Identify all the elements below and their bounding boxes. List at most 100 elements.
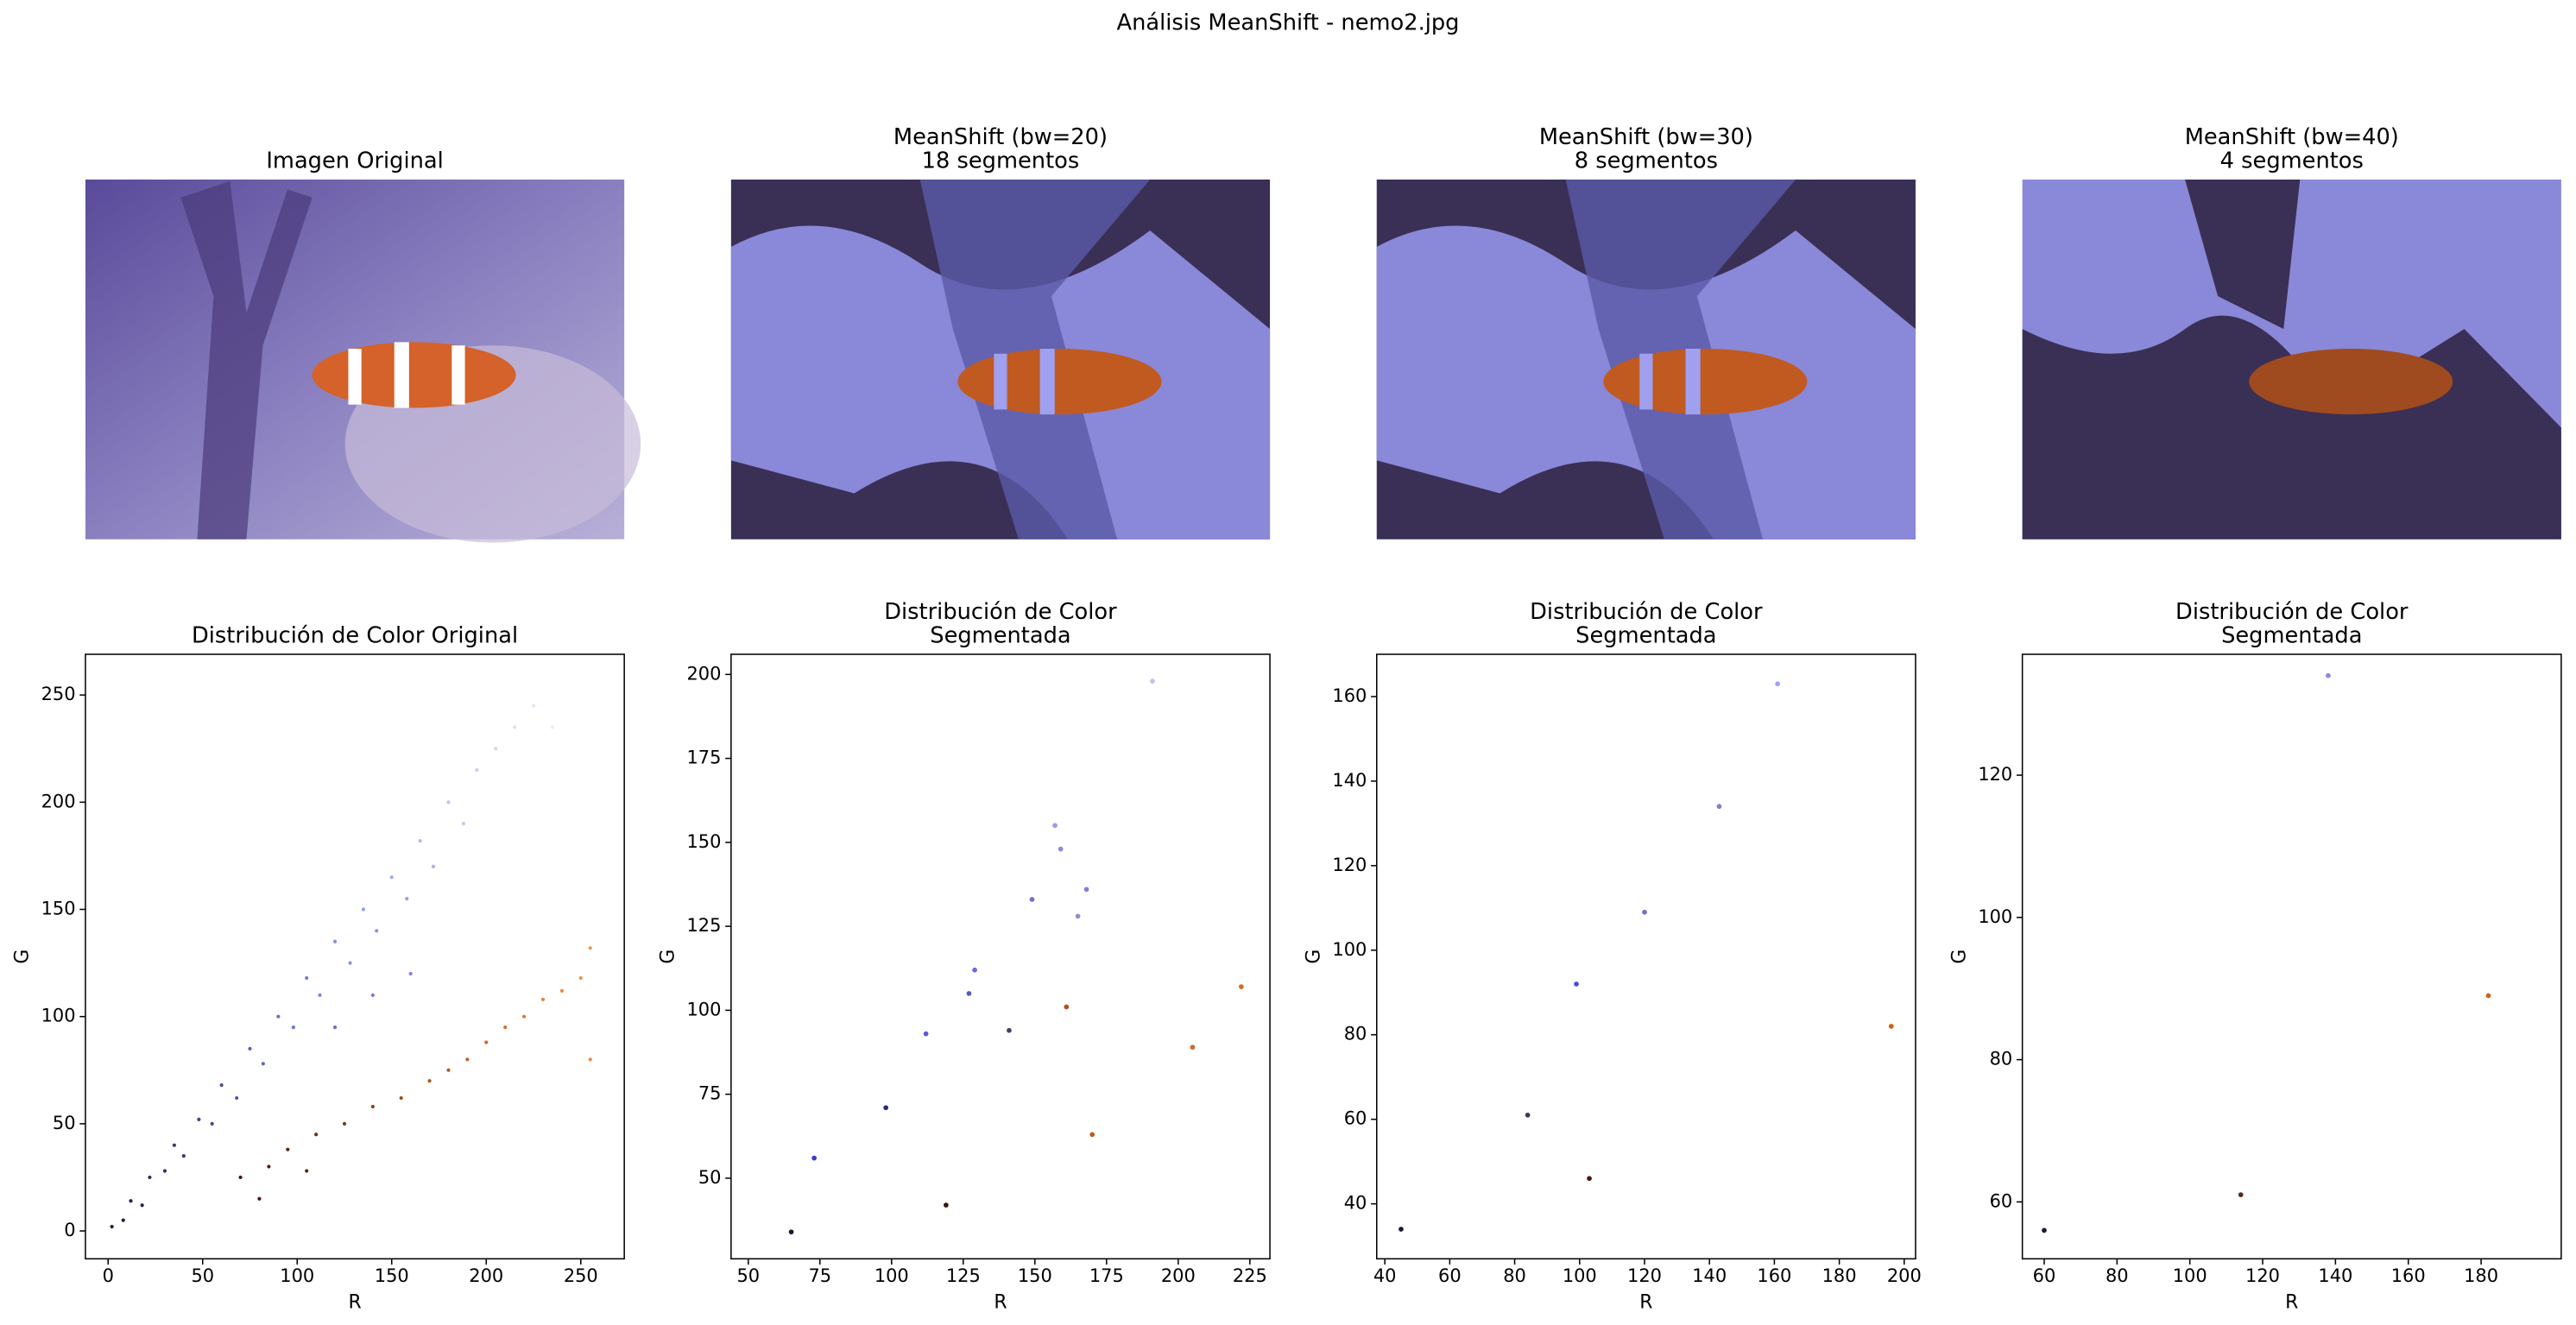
point [210, 1121, 214, 1126]
x-tick-label: 0 [103, 1265, 114, 1286]
point [1642, 909, 1647, 915]
point [140, 1203, 144, 1208]
x-tick-label: 140 [2318, 1265, 2352, 1286]
y-tick-label: 140 [1332, 770, 1367, 791]
y-tick-label: 250 [41, 684, 76, 704]
chart-title: Distribución de Color [884, 599, 1117, 625]
y-tick-label: 150 [41, 899, 76, 919]
point [484, 1040, 489, 1044]
y-tick-label: 50 [698, 1167, 722, 1188]
point [370, 993, 375, 997]
point [389, 875, 394, 880]
point [446, 1068, 451, 1072]
x-tick-label: 100 [874, 1265, 909, 1286]
point [1150, 678, 1155, 684]
point [197, 1117, 201, 1121]
point [944, 1202, 949, 1208]
point [121, 1218, 125, 1222]
x-tick-label: 80 [2106, 1265, 2129, 1286]
point [550, 725, 555, 729]
point [1190, 1044, 1196, 1051]
image-title: Imagen Original [266, 148, 443, 174]
point [261, 1062, 265, 1066]
point [1058, 846, 1064, 852]
point [418, 838, 422, 843]
y-tick-label: 160 [1332, 685, 1367, 706]
y-axis-label: G [12, 950, 34, 964]
point [475, 767, 479, 773]
image-title: 8 segmentos [1575, 148, 1718, 174]
point [1574, 981, 1579, 987]
x-tick-label: 250 [564, 1265, 598, 1286]
point [276, 1014, 281, 1019]
x-axis-label: R [348, 1292, 361, 1314]
axes-frame [1376, 653, 1916, 1260]
point [361, 907, 366, 912]
point [248, 1046, 252, 1051]
point [1083, 886, 1089, 893]
point [257, 1196, 262, 1201]
x-tick-label: 180 [1822, 1265, 1857, 1286]
chart-title: Distribución de Color [1530, 599, 1763, 625]
point [2042, 1227, 2047, 1234]
x-tick-label: 175 [1089, 1265, 1124, 1286]
point [1525, 1112, 1531, 1118]
point [110, 1224, 114, 1229]
point [375, 929, 379, 933]
point [314, 1133, 319, 1137]
x-tick-label: 160 [1757, 1265, 1791, 1286]
x-tick-label: 120 [2245, 1265, 2280, 1286]
point [162, 1169, 167, 1173]
point [1398, 1227, 1404, 1232]
point [399, 1095, 403, 1101]
x-tick-label: 100 [2173, 1265, 2207, 1286]
point [405, 897, 409, 901]
y-tick-label: 120 [1978, 764, 2012, 785]
y-tick-label: 175 [687, 748, 722, 768]
chart-title: Segmentada [1575, 623, 1716, 649]
point [332, 939, 338, 943]
x-tick-label: 150 [1018, 1265, 1052, 1286]
image-title: 18 segmentos [922, 148, 1080, 174]
point [1007, 1027, 1012, 1033]
point [181, 1154, 186, 1158]
original-image [85, 180, 641, 543]
x-tick-label: 140 [1692, 1265, 1727, 1286]
point [578, 975, 583, 981]
x-tick-label: 200 [1887, 1265, 1922, 1286]
point [461, 822, 466, 826]
point [1064, 1004, 1070, 1010]
point [318, 993, 322, 997]
y-axis-label: G [1948, 950, 1970, 964]
axes-frame [2021, 653, 2562, 1260]
x-tick-label: 60 [1438, 1265, 1462, 1286]
point [267, 1164, 271, 1169]
x-tick-label: 100 [280, 1265, 314, 1286]
x-tick-label: 75 [808, 1265, 831, 1286]
point [1239, 984, 1244, 990]
y-tick-label: 0 [64, 1220, 75, 1240]
x-tick-label: 100 [1563, 1265, 1597, 1286]
point [2485, 993, 2491, 999]
point [370, 1104, 375, 1109]
y-tick-label: 150 [687, 831, 722, 852]
point [427, 1079, 432, 1083]
y-tick-label: 60 [1990, 1190, 2013, 1211]
y-tick-label: 200 [687, 663, 722, 684]
point [2238, 1192, 2244, 1198]
point [540, 997, 546, 1001]
point [513, 725, 517, 729]
x-tick-label: 200 [1161, 1265, 1196, 1286]
image-title: 4 segmentos [2220, 148, 2364, 174]
point [446, 800, 451, 804]
chart-title: Distribución de Color Original [192, 623, 518, 649]
point [494, 747, 498, 751]
chart-title: Segmentada [2221, 623, 2362, 649]
axes-frame [85, 653, 625, 1260]
point [431, 864, 436, 868]
x-tick-label: 200 [469, 1265, 503, 1286]
y-tick-label: 75 [698, 1083, 722, 1104]
x-tick-label: 225 [1233, 1265, 1267, 1286]
x-tick-label: 120 [1627, 1265, 1662, 1286]
